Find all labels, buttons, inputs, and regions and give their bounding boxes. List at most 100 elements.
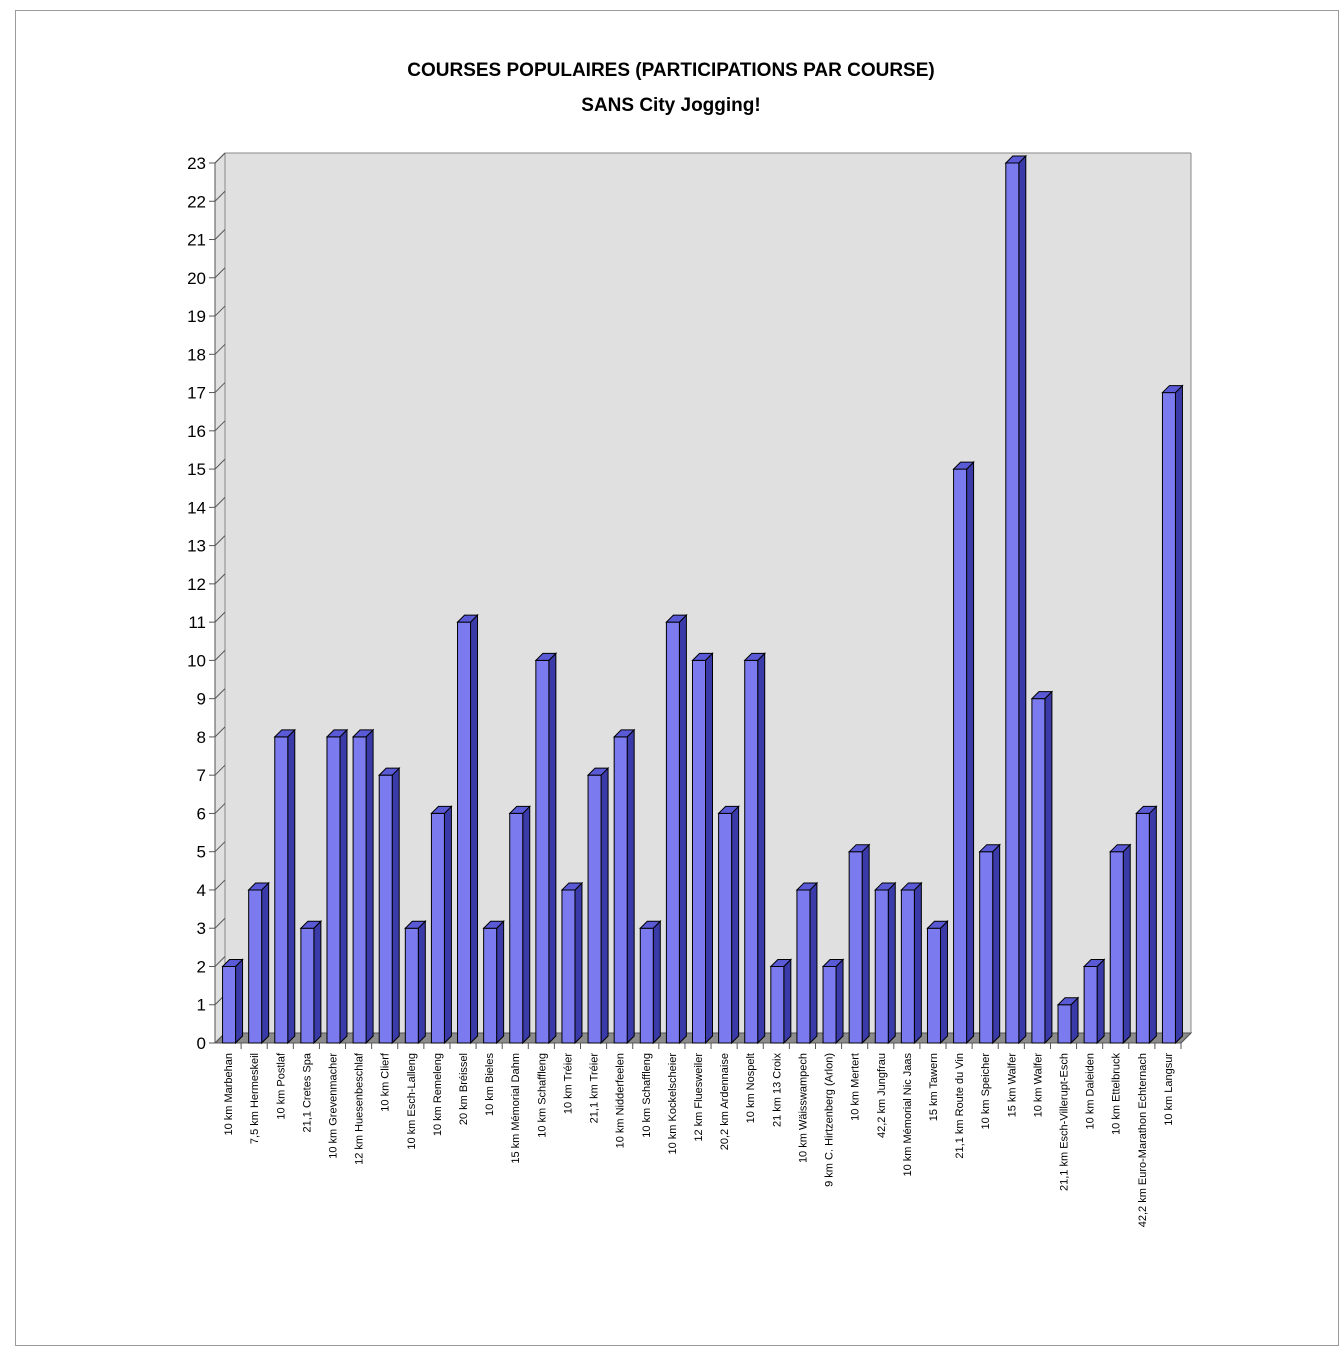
bar-front xyxy=(562,890,575,1043)
bar-front xyxy=(1032,699,1045,1043)
bar-side xyxy=(1019,156,1026,1043)
bar-side xyxy=(810,883,817,1043)
x-tick-label: 10 km Speicher xyxy=(980,1053,992,1130)
bar-side xyxy=(914,883,921,1043)
bar-front xyxy=(484,928,497,1043)
bar-front xyxy=(666,622,679,1043)
bar-front xyxy=(510,813,523,1043)
bar-front xyxy=(588,775,601,1043)
x-tick-label: 21,1 km Tréier xyxy=(589,1053,601,1124)
y-tick-label: 18 xyxy=(187,345,206,364)
x-tick-label: 10 km Langsur xyxy=(1163,1053,1175,1126)
bar xyxy=(1136,806,1156,1043)
y-tick-label: 16 xyxy=(187,422,206,441)
bar xyxy=(249,883,269,1043)
bar-side xyxy=(993,845,1000,1043)
x-tick-label: 10 km Esch-Lalleng xyxy=(406,1053,418,1150)
bar-side xyxy=(340,730,347,1043)
x-tick-label: 10 km Bieles xyxy=(484,1053,496,1116)
x-tick-label: 10 km Walfer xyxy=(1032,1053,1044,1118)
bar xyxy=(771,959,791,1043)
bar-front xyxy=(693,660,706,1043)
x-tick-label: 21,1 km Route du Vin xyxy=(954,1053,966,1159)
x-tick-label: 42,2 km Euro-Marathon Echternach xyxy=(1137,1053,1149,1227)
bar-side xyxy=(1097,959,1104,1043)
x-tick-label: 10 km Marbehan xyxy=(223,1053,235,1136)
bar-front xyxy=(980,852,993,1043)
bar-side xyxy=(392,768,399,1043)
x-tick-label: 10 km Kockelscheier xyxy=(667,1053,679,1155)
x-tick-label: 21,1 Cretes Spa xyxy=(301,1052,313,1132)
x-tick-label: 10 km Nidderfeelen xyxy=(615,1053,627,1148)
x-tick-label: 9 km C. Hirtzenberg (Arlon) xyxy=(824,1053,836,1187)
x-tick-label: 10 km Schaffleng xyxy=(536,1053,548,1138)
y-tick-label: 21 xyxy=(187,231,206,250)
bar-front xyxy=(849,852,862,1043)
bar-front xyxy=(901,890,914,1043)
y-tick-label: 19 xyxy=(187,307,206,326)
y-tick-label: 3 xyxy=(197,919,206,938)
bar-side xyxy=(888,883,895,1043)
x-tick-label: 20 km Bréissel xyxy=(458,1053,470,1125)
bar-front xyxy=(301,928,314,1043)
x-tick-label: 10 km Remeleng xyxy=(432,1053,444,1136)
bar xyxy=(379,768,399,1043)
y-tick-label: 20 xyxy=(187,269,206,288)
bar-side xyxy=(758,653,765,1043)
bar-side xyxy=(601,768,608,1043)
bar-front xyxy=(536,660,549,1043)
bar-side xyxy=(784,959,791,1043)
x-tick-label: 12 km Huesenbeschlaf xyxy=(354,1052,366,1165)
bar-side xyxy=(706,653,713,1043)
x-tick-label: 7,5 km Hermeskeil xyxy=(249,1053,261,1144)
y-tick-label: 22 xyxy=(187,192,206,211)
bar-side xyxy=(314,921,321,1043)
y-tick-label: 17 xyxy=(187,384,206,403)
bar-front xyxy=(823,966,836,1043)
bar xyxy=(693,653,713,1043)
bar xyxy=(1032,692,1052,1043)
bar-front xyxy=(353,737,366,1043)
x-tick-label: 21,1 km Esch-Villerupt-Esch xyxy=(1059,1053,1071,1191)
x-tick-label: 10 km Tréier xyxy=(562,1053,574,1114)
bar-front xyxy=(719,813,732,1043)
x-tick-label: 10 km Grevenmacher xyxy=(327,1053,339,1159)
bar-front xyxy=(1084,966,1097,1043)
bar xyxy=(223,959,243,1043)
bar xyxy=(640,921,660,1043)
bar xyxy=(666,615,686,1043)
bar xyxy=(614,730,634,1043)
y-tick-label: 13 xyxy=(187,537,206,556)
bar-side xyxy=(288,730,295,1043)
y-tick-label: 4 xyxy=(197,881,206,900)
bar-side xyxy=(627,730,634,1043)
bar-front xyxy=(1110,852,1123,1043)
bar-side xyxy=(1071,998,1078,1043)
x-tick-label: 15 km Mémorial Dahm xyxy=(510,1053,522,1164)
y-tick-label: 6 xyxy=(197,804,206,823)
bar xyxy=(849,845,869,1043)
bar xyxy=(327,730,347,1043)
bar-side xyxy=(653,921,660,1043)
x-tick-label: 10 km Mertert xyxy=(850,1053,862,1121)
y-tick-label: 14 xyxy=(187,498,206,517)
bar xyxy=(431,806,451,1043)
bar-front xyxy=(797,890,810,1043)
bar-front xyxy=(1058,1005,1071,1043)
bar-side xyxy=(1123,845,1130,1043)
bar-front xyxy=(875,890,888,1043)
y-tick-label: 10 xyxy=(187,651,206,670)
bar-side xyxy=(1149,806,1156,1043)
x-tick-label: 10 km Clierf xyxy=(380,1052,392,1112)
bar-side xyxy=(418,921,425,1043)
bar xyxy=(980,845,1000,1043)
bar-side xyxy=(967,462,974,1043)
bar-front xyxy=(640,928,653,1043)
bar xyxy=(301,921,321,1043)
bar xyxy=(745,653,765,1043)
bar xyxy=(353,730,373,1043)
y-tick-label: 2 xyxy=(197,957,206,976)
bar-side xyxy=(1175,386,1182,1043)
bar xyxy=(954,462,974,1043)
